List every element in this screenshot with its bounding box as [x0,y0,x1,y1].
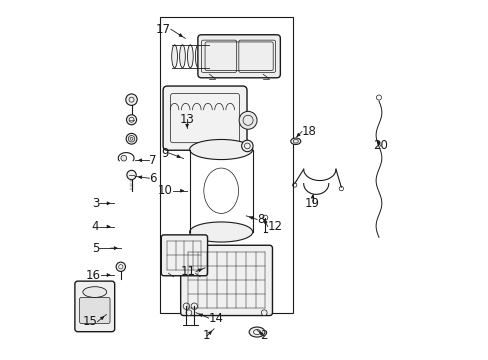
Circle shape [125,94,137,105]
Ellipse shape [203,45,208,68]
Text: 5: 5 [92,242,99,255]
Text: 19: 19 [305,197,320,210]
Circle shape [261,310,266,316]
Ellipse shape [189,222,252,242]
FancyBboxPatch shape [80,297,110,323]
Ellipse shape [187,45,193,68]
FancyBboxPatch shape [163,86,246,150]
Circle shape [116,262,125,271]
Circle shape [126,115,136,125]
Ellipse shape [195,45,201,68]
Circle shape [126,170,136,180]
Text: 18: 18 [301,125,316,138]
Ellipse shape [290,138,300,144]
Ellipse shape [249,327,264,337]
Text: 1: 1 [203,329,210,342]
Ellipse shape [189,139,252,159]
Text: 8: 8 [257,213,264,226]
Text: 6: 6 [149,172,157,185]
Circle shape [185,310,191,316]
Text: 3: 3 [92,197,99,210]
FancyBboxPatch shape [75,281,115,332]
Circle shape [126,134,137,144]
Text: 20: 20 [372,139,387,152]
Text: 7: 7 [149,154,157,167]
Circle shape [183,303,189,310]
Text: 10: 10 [158,184,172,197]
Circle shape [191,303,197,310]
Text: 12: 12 [267,220,282,233]
Circle shape [241,140,253,152]
Circle shape [128,135,135,142]
Text: 13: 13 [179,113,194,126]
Ellipse shape [171,45,177,68]
Text: 2: 2 [260,329,267,342]
Text: 4: 4 [92,220,99,233]
Text: 16: 16 [86,269,101,282]
Ellipse shape [239,111,257,129]
FancyBboxPatch shape [161,235,207,276]
Text: 14: 14 [208,311,223,325]
FancyBboxPatch shape [180,245,272,316]
Text: 11: 11 [181,265,196,278]
FancyBboxPatch shape [198,35,280,78]
Bar [160,17,292,313]
Ellipse shape [82,287,106,297]
Text: 15: 15 [82,315,97,328]
Text: 17: 17 [156,23,171,36]
Circle shape [121,155,126,161]
Ellipse shape [179,45,185,68]
Text: 9: 9 [162,147,169,159]
